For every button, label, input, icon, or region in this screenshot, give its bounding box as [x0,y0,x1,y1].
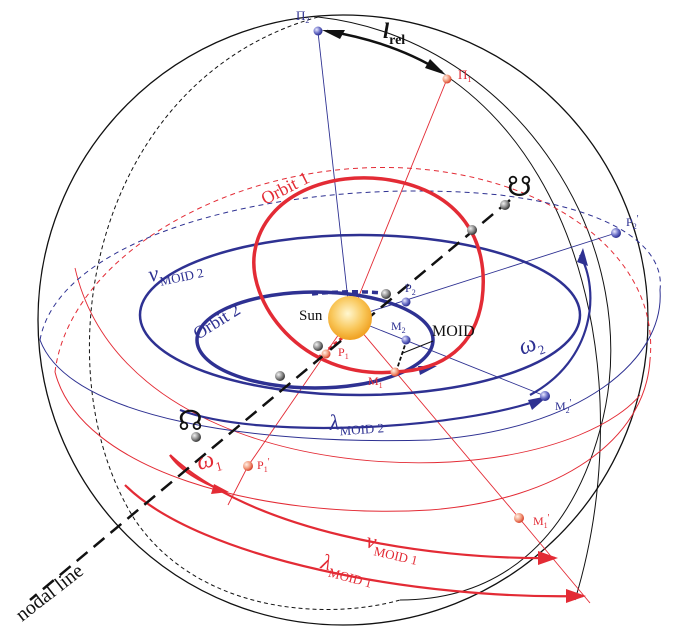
nu-moid2-arc-ellipse [138,233,582,397]
p2-prime-point [611,228,621,238]
orbit2-plane-back [39,190,661,341]
pi1-label: Π1 [458,67,471,84]
orbit1-plane-back [54,166,652,373]
m1-prime-point [514,513,524,523]
moid-connector [395,341,407,373]
omega2-label: ω2 [515,328,547,363]
orbit1-plane-front [54,359,651,512]
orbit1-curve [252,176,485,375]
nu-moid1-label: νMOID 1 [363,528,422,568]
nu-moid2-label: νMOID 2 [146,251,205,291]
p2-prime-label: P2' [626,214,639,231]
pi2-label: Π2 [296,8,309,25]
omega1-label: ω1 [194,445,224,479]
meridian-circle-back [89,16,401,610]
p2-point [401,297,411,307]
m2-label: M2 [391,319,406,335]
omega2-arc [529,254,592,396]
omega1-arrowhead [211,484,229,494]
nodal-line [29,199,511,601]
m1-prime-label: M1' [533,513,550,530]
orbit2-label: Orbit 2 [190,299,244,343]
p1-prime-label: P1' [257,457,270,474]
lambda-moid1-label: λMOID 1 [317,548,378,590]
p1-prime-point [243,461,253,471]
l-rel-arrowhead-right [425,59,446,75]
orbit1-short-dashed [317,336,343,360]
nodal-line-label: nodal line [12,560,88,626]
moid-label: MOID [432,323,475,340]
meridian-circle-front [317,16,612,601]
pi2-point [313,26,323,36]
m2-point [401,335,411,345]
sun [328,296,372,340]
nu-moid1-arrowhead [538,551,558,565]
lambda-moid1-arc [124,484,584,598]
vertical-great-circle [444,74,601,601]
nu-moid1-arc [169,454,556,560]
orbit2-plane-front [39,289,661,442]
m2-prime-label: M2' [555,398,572,415]
m1-label: M1 [368,374,383,390]
pi1-point [442,74,452,84]
lambda-moid1-arrowhead [566,589,586,603]
celestial-sphere [37,14,649,626]
node-points [191,200,510,442]
descending-node-icon: ☋ [507,171,532,202]
p1-point [321,349,331,359]
p2-label: P2 [405,281,416,297]
orbit1-plane-front-2 [74,267,641,464]
p1-label: P1 [338,345,349,361]
m2-prime-point [540,391,550,401]
sun-label: Sun [299,308,323,324]
omega2-arrowhead [577,248,588,266]
l-rel-label: lrel [383,18,405,48]
lambda-moid2-label: λMOID 2 [328,406,385,439]
ascending-node-icon: ☊ [178,405,203,436]
moid-leader [402,340,434,354]
m1-point [390,367,400,377]
l-rel-arrowhead-left [322,30,345,39]
lambda-moid2-arc [179,396,546,430]
